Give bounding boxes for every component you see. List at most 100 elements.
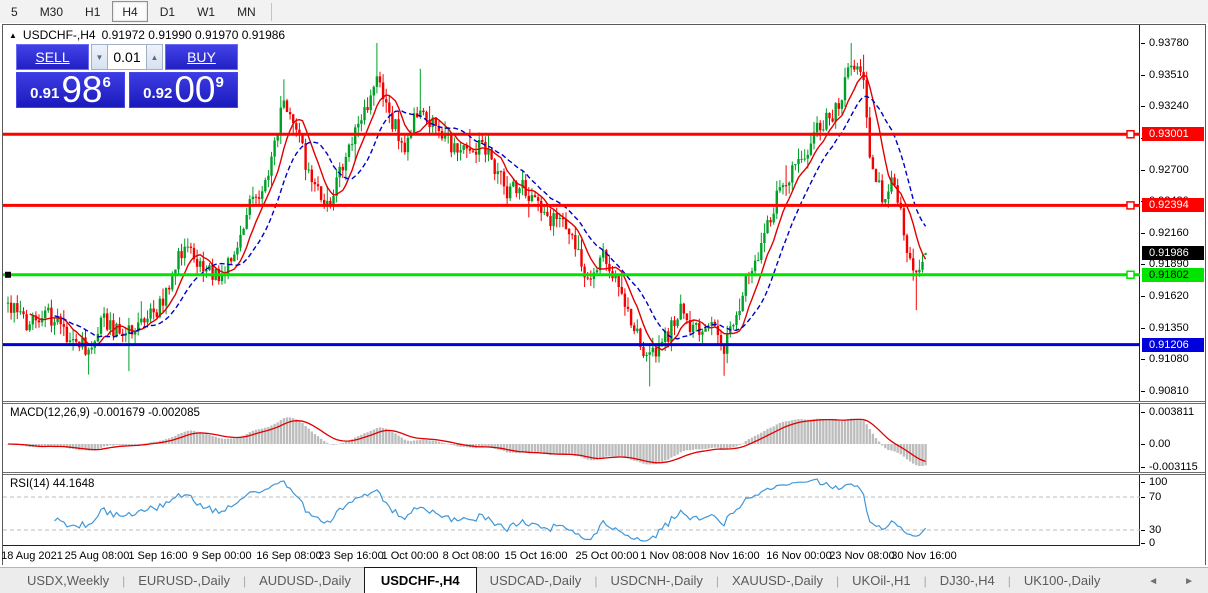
timeframe-button-w1[interactable]: W1 — [197, 4, 216, 19]
rsi-axis-tick — [1141, 497, 1145, 498]
rsi-indicator-label: RSI(14) 44.1648 — [10, 478, 95, 490]
chart-tab-bar: USDX,Weekly | EURUSD-,Daily | AUDUSD-,Daily U… — [0, 567, 1208, 593]
timeframe-button-5[interactable]: 5 — [11, 4, 18, 19]
tab-scroll-arrows: ◄ ► — [1148, 577, 1208, 593]
tab-xauusd-daily[interactable]: XAUUSD-,Daily — [732, 573, 824, 588]
rsi-axis-label: 0 — [1149, 537, 1156, 549]
hline-0.93001[interactable] — [3, 130, 1140, 139]
rsi-axis-label: 70 — [1149, 491, 1162, 503]
rsi-axis-tick — [1141, 530, 1145, 531]
time-axis-label: 8 Nov 16:00 — [700, 550, 760, 562]
time-axis[interactable]: 18 Aug 2021 25 Aug 08:00 1 Sep 16:00 9 Sep … — [1, 547, 1205, 565]
hline-price-tag: 0.92394 — [1142, 198, 1204, 213]
time-axis-label: 8 Oct 08:00 — [442, 550, 500, 562]
price-chart-canvas[interactable] — [3, 25, 1140, 401]
price-axis[interactable]: 0.937800.935100.932400.929700.927000.924… — [1141, 25, 1205, 401]
time-axis-label: 16 Sep 08:00 — [256, 550, 322, 562]
tab-usdx-weekly[interactable]: USDX,Weekly — [27, 573, 110, 588]
price-axis-label: 0.93510 — [1149, 68, 1189, 81]
macd-indicator-label: MACD(12,26,9) -0.001679 -0.002085 — [10, 407, 200, 419]
macd-pane: 0.003811 0.00 -0.003115 MACD(12,26,9) -0.0… — [3, 404, 1205, 473]
chart-ohlc-values: 0.91972 0.91990 0.91970 0.91986 — [101, 28, 286, 42]
buy-price-pip-digit: 9 — [215, 74, 224, 91]
time-axis-label: 25 Aug 08:00 — [64, 550, 130, 562]
rsi-axis-label: 30 — [1149, 524, 1162, 536]
moving-average-8 — [29, 73, 927, 351]
macd-axis-tick — [1141, 444, 1145, 445]
volume-increase-button[interactable]: ▲ — [146, 44, 163, 70]
rsi-axis-tick — [1141, 543, 1145, 544]
tab-separator: | — [1007, 574, 1011, 588]
price-axis-tick — [1141, 106, 1145, 108]
tab-usdcnh-daily[interactable]: USDCNH-,Daily — [610, 573, 703, 588]
time-axis-label: 18 Aug 2021 — [1, 550, 63, 562]
price-axis-tick — [1141, 74, 1145, 76]
timeframe-button-mn[interactable]: MN — [237, 4, 256, 19]
pane-splitter[interactable] — [3, 401, 1205, 404]
tab-uk100-daily[interactable]: UK100-,Daily — [1023, 573, 1101, 588]
time-axis-label: 30 Nov 16:00 — [891, 550, 957, 562]
candlestick-chart[interactable] — [3, 25, 1140, 401]
timeframe-button-h4[interactable]: H4 — [112, 1, 148, 22]
macd-axis-tick — [1141, 467, 1145, 468]
buy-price-prefix: 0.92 — [143, 85, 173, 102]
tab-audusd-daily[interactable]: AUDUSD-,Daily — [259, 573, 351, 588]
timeframe-button-h1[interactable]: H1 — [85, 4, 101, 19]
timeframe-button-d1[interactable]: D1 — [159, 4, 176, 19]
one-click-trading-panel: SELL ▼ ▲ BUY 0.91 98 6 0.92 — [16, 44, 238, 108]
sell-button[interactable]: SELL — [16, 44, 89, 70]
price-pane: 0.937800.935100.932400.929700.927000.924… — [3, 25, 1205, 401]
price-axis-label: 0.90810 — [1149, 384, 1189, 397]
price-axis-label: 0.91890 — [1149, 258, 1189, 271]
buy-price-display[interactable]: 0.92 00 9 — [129, 69, 238, 110]
rsi-chart-canvas[interactable] — [3, 475, 1140, 546]
hline-price-tag: 0.91802 — [1142, 267, 1204, 282]
macd-chart-canvas[interactable] — [3, 404, 1140, 472]
volume-decrease-button[interactable]: ▼ — [91, 44, 108, 70]
chart-title: ▲ USDCHF-,H4 0.91972 0.91990 0.91970 0.9… — [9, 28, 285, 42]
price-axis-tick — [1141, 296, 1145, 298]
time-axis-label: 15 Oct 16:00 — [504, 550, 568, 562]
time-axis-label: 23 Nov 08:00 — [829, 550, 895, 562]
buy-button[interactable]: BUY — [165, 44, 238, 70]
time-axis-label: 23 Sep 16:00 — [318, 550, 384, 562]
rsi-axis-tick — [1141, 482, 1145, 483]
collapse-triangle-icon[interactable]: ▲ — [9, 30, 17, 40]
hline-0.92394[interactable] — [3, 201, 1140, 210]
price-axis-label: 0.93240 — [1149, 100, 1189, 113]
price-axis-label: 0.91350 — [1149, 321, 1189, 334]
price-axis-label: 0.93780 — [1149, 37, 1189, 49]
rsi-chart[interactable] — [3, 475, 1140, 545]
rsi-pane: 100 70 30 0 RSI(14) 44.1648 — [3, 475, 1205, 549]
macd-chart[interactable] — [3, 404, 1140, 472]
timeframe-button-m30[interactable]: M30 — [39, 4, 64, 19]
tab-scroll-left-icon[interactable]: ◄ — [1148, 576, 1159, 587]
hline-0.91802[interactable] — [3, 270, 1140, 280]
price-axis-label: 0.91080 — [1149, 353, 1189, 366]
tab-eurusd-daily[interactable]: EURUSD-,Daily — [138, 573, 230, 588]
price-axis-tick — [1141, 169, 1145, 171]
time-axis-label: 16 Nov 00:00 — [766, 550, 832, 562]
pane-splitter[interactable] — [3, 472, 1205, 475]
buy-price-big-digits: 00 — [174, 69, 216, 110]
tab-separator: | — [836, 574, 840, 588]
tab-separator: | — [122, 574, 126, 588]
macd-axis-label: 0.003811 — [1149, 406, 1195, 418]
rsi-axis: 100 70 30 0 — [1141, 475, 1205, 549]
macd-axis: 0.003811 0.00 -0.003115 — [1141, 404, 1205, 473]
price-axis-tick — [1141, 43, 1145, 44]
sell-price-prefix: 0.91 — [30, 85, 60, 102]
time-axis-label: 9 Sep 00:00 — [192, 550, 252, 562]
time-axis-label: 25 Oct 00:00 — [575, 550, 639, 562]
sell-price-big-digits: 98 — [61, 69, 103, 110]
time-axis-label: 1 Sep 16:00 — [128, 550, 188, 562]
sell-price-display[interactable]: 0.91 98 6 — [16, 69, 125, 110]
price-axis-tick — [1141, 327, 1145, 329]
tab-scroll-right-icon[interactable]: ► — [1184, 576, 1194, 587]
tab-ukoil-h1[interactable]: UKOil-,H1 — [852, 573, 911, 588]
volume-input[interactable] — [108, 44, 146, 70]
tab-usdchf-h4[interactable]: USDCHF-,H4 — [363, 567, 477, 593]
tab-dj30-h4[interactable]: DJ30-,H4 — [939, 573, 995, 588]
tab-separator: | — [923, 574, 927, 588]
tab-usdcad-daily[interactable]: USDCAD-,Daily — [489, 573, 582, 588]
